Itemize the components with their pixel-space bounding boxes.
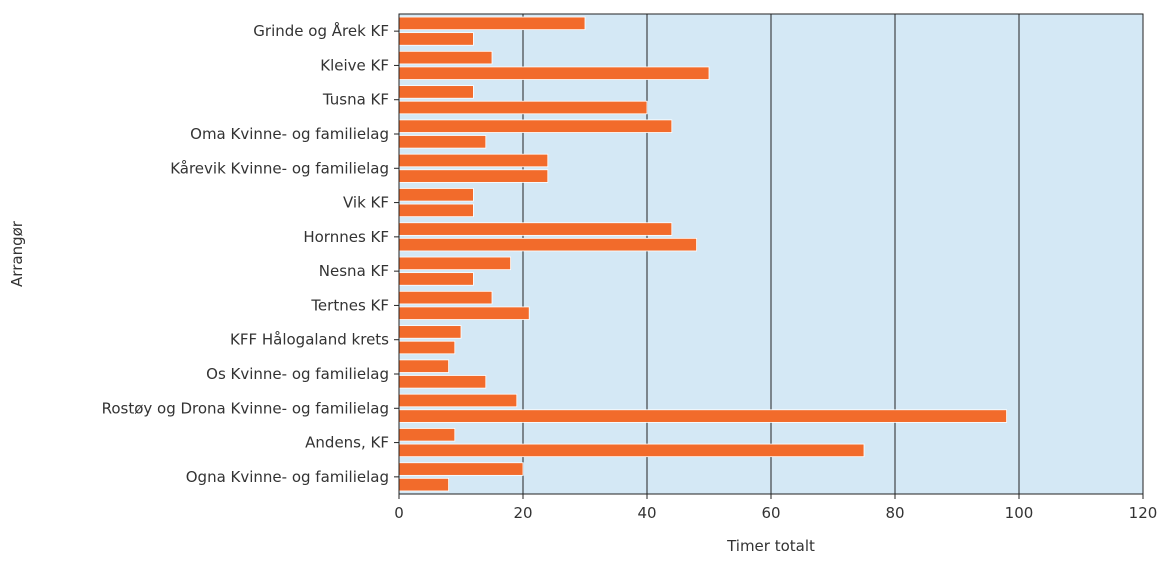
bar-2-12 [398, 409, 1007, 423]
bar-1-9 [398, 290, 493, 305]
bar-2-7 [398, 237, 698, 252]
bar-2-5 [398, 169, 549, 183]
bar-1-14 [398, 462, 524, 476]
bar-2-1 [398, 32, 474, 46]
bar-1-7 [398, 222, 673, 236]
x-tick-label: 0 [394, 504, 404, 522]
bar-2-6 [398, 203, 474, 218]
x-tick-label: 80 [885, 504, 904, 522]
bar-2-10 [398, 340, 456, 355]
bar-1-8 [398, 256, 511, 271]
category-label: Rostøy og Drona Kvinne- og familielag [102, 399, 389, 417]
bar-2-3 [398, 100, 648, 115]
category-label: Kleive KF [320, 56, 389, 74]
x-tick-labels: 0 20 40 60 80 100 120 [394, 494, 1157, 522]
bar-1-5 [398, 153, 549, 168]
bar-2-14 [398, 477, 449, 492]
bar-1-13 [398, 428, 456, 442]
bar-1-10 [398, 325, 462, 339]
bar-1-3 [398, 85, 474, 99]
bar-2-4 [398, 135, 487, 149]
category-label: Tusna KF [322, 91, 389, 109]
category-label: Os Kvinne- og familielag [206, 365, 389, 383]
bar-1-2 [398, 50, 493, 65]
x-tick-label: 100 [1005, 504, 1034, 522]
category-label: Hornnes KF [303, 228, 389, 246]
bar-1-12 [398, 393, 518, 408]
x-tick-label: 60 [761, 504, 780, 522]
bar-2-8 [398, 272, 474, 286]
category-label: Kårevik Kvinne- og familielag [170, 159, 389, 177]
category-label: KFF Hålogaland krets [230, 331, 389, 349]
category-label: Tertnes KF [310, 296, 389, 314]
category-label: Oma Kvinne- og familielag [190, 125, 389, 143]
x-tick-label: 20 [513, 504, 532, 522]
category-label: Nesna KF [319, 262, 389, 280]
bar-2-13 [398, 443, 865, 458]
bar-2-11 [398, 375, 487, 389]
category-labels: Grinde og Årek KF Kleive KF Tusna KF Oma Kv… [102, 21, 399, 486]
x-tick-label: 40 [637, 504, 656, 522]
x-axis-label: Timer totalt [726, 537, 815, 555]
bar-1-4 [398, 119, 673, 133]
x-tick-label: 120 [1129, 504, 1158, 522]
category-label: Ogna Kvinne- og familielag [186, 468, 389, 486]
category-label: Vik KF [343, 194, 389, 212]
category-label: Grinde og Årek KF [253, 21, 389, 40]
bar-1-6 [398, 188, 474, 202]
category-label: Andens, KF [305, 434, 389, 452]
bar-1-11 [398, 359, 449, 373]
y-axis-label: Arrangør [8, 220, 26, 287]
bar-1-1 [398, 16, 586, 31]
bar-2-9 [398, 306, 530, 320]
bar-2-2 [398, 66, 710, 80]
